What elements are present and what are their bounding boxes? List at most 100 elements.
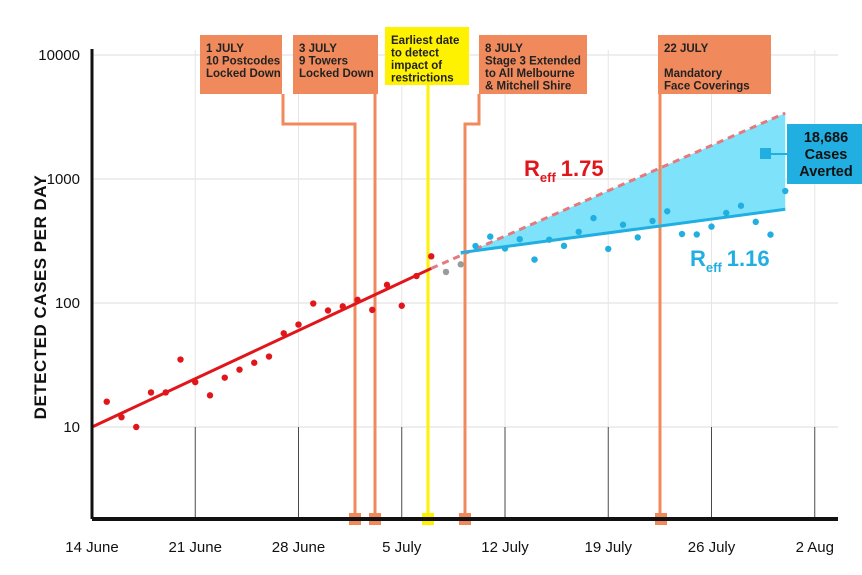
averted-callout-text: Averted: [799, 164, 852, 180]
data-point-blue: [605, 245, 612, 253]
data-point-blue: [678, 230, 686, 238]
annotation-box: [385, 27, 469, 85]
averted-callout-box: [787, 124, 862, 184]
data-point-blue: [737, 202, 745, 209]
data-point-red: [236, 366, 243, 373]
x-tick-label: 21 June: [169, 539, 222, 556]
projection-dashed-line: [430, 111, 786, 270]
annotation-text: to All Melbourne: [485, 68, 575, 80]
data-point-red: [206, 392, 214, 399]
annotation-text: 3 JULY: [299, 43, 337, 55]
annotation-box: [293, 35, 378, 94]
annotation-box: [658, 35, 771, 94]
data-point-blue: [501, 245, 509, 252]
chart-labels: DETECTED CASES PER DAY Reff 1.75 Reff 1.16 18…: [31, 124, 862, 419]
x-tick-label: 26 July: [688, 539, 736, 556]
data-point-grey: [442, 268, 450, 276]
x-tick-label: 14 June: [65, 539, 118, 556]
data-point-red: [162, 389, 169, 396]
data-point-red: [339, 303, 346, 310]
data-point-blue: [590, 214, 597, 222]
annotation-text: & Mitchell Shire: [485, 81, 571, 93]
annotation-text: 8 JULY: [485, 43, 523, 55]
y-tick-label: 10000: [38, 47, 80, 64]
data-point-red: [133, 423, 140, 431]
annotation-text: Locked Down: [299, 68, 374, 80]
data-point-blue: [723, 209, 730, 217]
data-point-blue: [782, 187, 789, 195]
data-point-red: [295, 321, 302, 328]
data-point-blue: [575, 228, 582, 236]
fit-line-blue: [460, 207, 786, 255]
annotation-text: impact of: [391, 60, 442, 72]
data-point-red: [118, 413, 125, 421]
data-point-blue: [693, 231, 700, 238]
callout-marker: [760, 148, 771, 159]
annotation-text: to detect: [391, 48, 439, 60]
data-point-blue: [767, 231, 774, 238]
data-point-red: [324, 307, 332, 314]
data-point-grey: [457, 261, 464, 268]
fit-lines: [91, 207, 786, 429]
y-tick-label: 1000: [47, 171, 80, 188]
data-point-red: [398, 302, 405, 309]
data-point-red: [428, 253, 435, 260]
annotation-text: restrictions: [391, 73, 454, 85]
data-point-blue: [649, 217, 656, 225]
data-point-blue: [708, 223, 715, 230]
data-point-blue: [472, 242, 479, 250]
fit-line-red: [91, 267, 432, 429]
annotation-text: Mandatory: [664, 68, 723, 80]
grid: [92, 50, 838, 519]
data-point-red: [251, 359, 258, 366]
y-tick-label: 100: [55, 295, 80, 312]
data-point-red: [177, 356, 184, 363]
annotation-text: 9 Towers: [299, 56, 348, 68]
y-tick-label: 10: [63, 419, 80, 436]
annotation-text: 10 Postcodes: [206, 56, 280, 68]
data-point-blue: [487, 233, 494, 240]
axes: 10 100 1000 10000 14 June 21 June 28 June 5 Jul…: [38, 47, 838, 556]
reff-label-blue: Reff 1.16: [690, 246, 770, 275]
data-points: [103, 187, 789, 431]
data-point-red: [310, 300, 317, 307]
annotation-text: Earliest date: [391, 35, 459, 47]
x-tick-label: 5 July: [382, 539, 422, 556]
data-point-blue: [752, 218, 759, 226]
data-point-red: [221, 374, 228, 381]
annotation-box: [479, 35, 587, 94]
data-point-blue: [619, 221, 627, 228]
annotation-text: 1 JULY: [206, 43, 244, 55]
data-point-blue: [634, 234, 641, 241]
data-point-blue: [664, 208, 671, 215]
data-point-red: [147, 389, 155, 396]
data-point-red: [265, 353, 273, 360]
x-tick-label: 28 June: [272, 539, 325, 556]
data-point-red: [103, 398, 110, 405]
data-point-red: [383, 281, 391, 289]
annotation-line: [463, 94, 481, 519]
averted-callout-text: 18,686: [804, 130, 848, 146]
data-point-blue: [560, 242, 568, 250]
x-tick-label: 19 July: [584, 539, 632, 556]
data-point-blue: [531, 256, 538, 263]
data-point-blue: [516, 235, 523, 243]
reff-label-red: Reff 1.75: [524, 156, 604, 185]
annotation-text: Stage 3 Extended: [485, 56, 581, 68]
averted-callout-text: Cases: [805, 147, 848, 163]
annotation-text: Locked Down: [206, 68, 281, 80]
data-point-red: [369, 306, 376, 314]
x-tick-label: 2 Aug: [796, 539, 834, 556]
annotation-box: [200, 35, 282, 94]
annotation-text: 22 JULY: [664, 43, 709, 55]
annotation-text: Face Coverings: [664, 81, 750, 93]
annotation-line: [281, 94, 357, 519]
data-point-red: [192, 378, 199, 386]
y-axis-label: DETECTED CASES PER DAY: [31, 175, 50, 420]
data-point-red: [354, 296, 361, 304]
data-point-red: [280, 330, 287, 337]
data-point-red: [413, 272, 420, 280]
data-point-blue: [546, 236, 553, 243]
